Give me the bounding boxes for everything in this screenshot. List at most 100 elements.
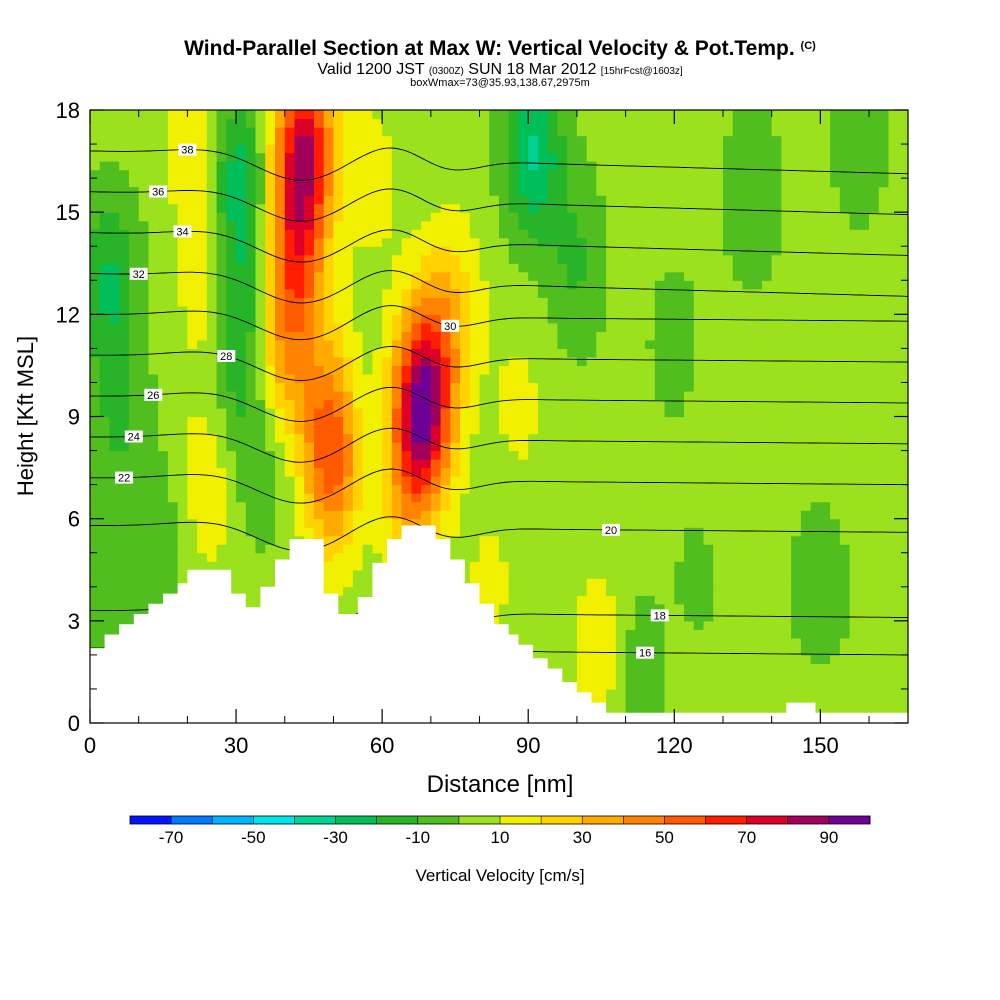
velocity-cell	[479, 178, 490, 188]
velocity-cell	[284, 348, 296, 358]
velocity-cell	[576, 144, 588, 154]
velocity-cell	[576, 425, 588, 435]
velocity-cell	[440, 161, 451, 171]
velocity-cell	[236, 322, 247, 332]
velocity-cell	[362, 288, 374, 298]
velocity-cell	[606, 237, 617, 247]
velocity-cell	[693, 688, 705, 699]
velocity-cell	[391, 152, 403, 162]
velocity-cell	[430, 271, 442, 281]
velocity-cell	[489, 467, 500, 477]
velocity-cell	[372, 297, 383, 307]
velocity-cell	[333, 144, 344, 154]
velocity-cell	[674, 305, 685, 315]
velocity-cell	[635, 629, 646, 639]
velocity-cell	[284, 450, 296, 460]
velocity-cell	[625, 305, 636, 315]
velocity-cell	[411, 373, 422, 384]
velocity-cell	[352, 544, 364, 554]
velocity-cell	[528, 110, 539, 120]
velocity-cell	[158, 459, 169, 469]
velocity-cell	[99, 390, 111, 401]
velocity-cell	[187, 135, 198, 145]
velocity-cell	[684, 373, 695, 384]
velocity-cell	[323, 425, 335, 435]
velocity-cell	[333, 390, 344, 401]
velocity-cell	[528, 476, 539, 486]
velocity-cell	[421, 501, 432, 511]
velocity-cell	[567, 169, 578, 179]
velocity-cell	[109, 246, 120, 256]
velocity-cell	[684, 390, 695, 401]
velocity-cell	[547, 288, 559, 298]
velocity-cell	[615, 561, 627, 571]
velocity-cell	[99, 484, 111, 494]
velocity-cell	[382, 467, 393, 477]
velocity-cell	[528, 246, 539, 256]
velocity-cell	[576, 680, 588, 690]
velocity-cell	[713, 212, 724, 222]
velocity-cell	[323, 331, 335, 341]
velocity-cell	[119, 322, 130, 332]
velocity-cell	[722, 237, 734, 247]
velocity-cell	[148, 229, 159, 239]
velocity-cell	[684, 544, 695, 554]
velocity-cell	[596, 501, 607, 511]
velocity-cell	[138, 544, 150, 554]
velocity-cell	[664, 195, 675, 205]
velocity-cell	[343, 416, 354, 426]
velocity-cell	[401, 493, 412, 503]
velocity-cell	[684, 612, 695, 622]
velocity-cell	[421, 288, 432, 298]
velocity-cell	[167, 493, 179, 503]
velocity-cell	[576, 671, 588, 682]
velocity-cell	[382, 263, 393, 273]
velocity-cell	[469, 476, 481, 486]
velocity-cell	[119, 373, 130, 384]
velocity-cell	[557, 586, 568, 596]
velocity-cell	[499, 569, 510, 579]
velocity-cell	[654, 195, 666, 205]
velocity-cell	[469, 527, 481, 537]
velocity-cell	[323, 459, 335, 469]
velocity-cell	[440, 425, 451, 435]
velocity-cell	[343, 382, 354, 392]
velocity-cell	[732, 510, 744, 520]
velocity-cell	[557, 518, 568, 528]
velocity-cell	[382, 348, 393, 358]
velocity-cell	[197, 433, 208, 443]
velocity-cell	[440, 527, 451, 537]
velocity-cell	[177, 220, 188, 230]
velocity-cell	[148, 305, 159, 315]
velocity-cell	[586, 527, 597, 537]
velocity-cell	[654, 186, 666, 196]
velocity-cell	[713, 493, 724, 503]
velocity-cell	[537, 425, 549, 435]
velocity-cell	[615, 169, 627, 179]
velocity-cell	[586, 178, 597, 188]
velocity-cell	[382, 356, 393, 367]
velocity-cell	[635, 152, 646, 162]
velocity-cell	[128, 603, 140, 613]
chart-subtitle-box: boxWmax=73@35.93,138.67,2975m	[410, 77, 590, 89]
velocity-cell	[732, 161, 744, 171]
velocity-cell	[479, 527, 490, 537]
velocity-cell	[528, 603, 539, 613]
velocity-cell	[421, 322, 432, 332]
velocity-cell	[469, 161, 481, 171]
velocity-cell	[158, 416, 169, 426]
velocity-cell	[294, 322, 305, 332]
velocity-cell	[645, 288, 656, 298]
velocity-cell	[469, 552, 481, 562]
velocity-cell	[664, 237, 675, 247]
velocity-cell	[693, 450, 705, 460]
velocity-cell	[236, 110, 247, 120]
velocity-cell	[469, 382, 481, 392]
velocity-cell	[148, 135, 159, 145]
velocity-cell	[158, 212, 169, 222]
velocity-cell	[430, 280, 442, 290]
velocity-cell	[362, 416, 374, 426]
velocity-cell	[742, 152, 753, 162]
velocity-cell	[265, 569, 276, 579]
velocity-cell	[226, 203, 237, 213]
